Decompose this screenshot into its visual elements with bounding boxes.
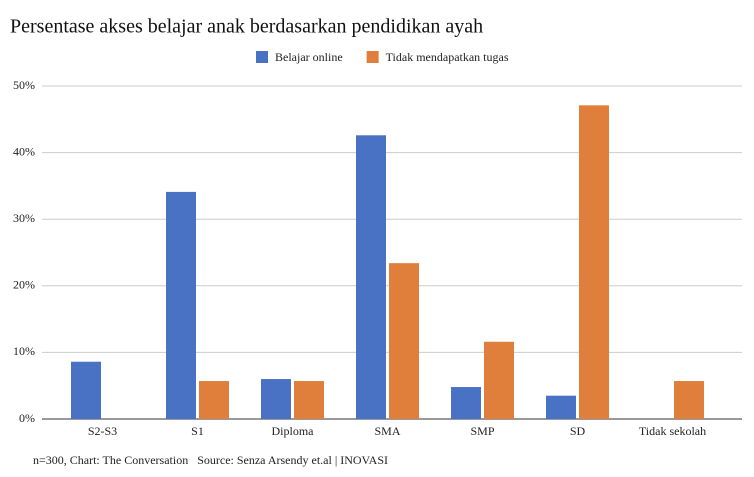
bar — [356, 135, 386, 419]
x-tick-label: SD — [570, 424, 586, 438]
bar — [294, 381, 324, 419]
bar — [389, 263, 419, 419]
x-tick-label: SMP — [470, 424, 494, 438]
x-tick-label: S1 — [191, 424, 204, 438]
legend-swatch — [366, 51, 379, 63]
y-tick-label: 0% — [19, 411, 35, 425]
y-tick-label: 50% — [13, 78, 35, 92]
bar — [451, 387, 481, 419]
legend-label: Tidak mendapatkan tugas — [386, 50, 509, 64]
bar — [71, 361, 101, 419]
legend-label: Belajar online — [275, 50, 343, 64]
bar — [166, 191, 196, 419]
y-tick-label: 10% — [13, 344, 35, 358]
bar — [546, 395, 576, 419]
bar — [261, 379, 291, 419]
legend-swatch — [256, 51, 268, 63]
x-tick-label: Tidak sekolah — [639, 424, 706, 438]
y-tick-label: 20% — [13, 278, 35, 292]
bar — [579, 105, 609, 420]
bar — [199, 381, 229, 419]
x-tick-label: S2-S3 — [88, 424, 117, 438]
y-tick-label: 30% — [13, 211, 35, 225]
bar — [484, 341, 514, 419]
x-tick-label: SMA — [374, 424, 400, 438]
y-tick-label: 40% — [13, 144, 35, 158]
chart-title: Persentase akses belajar anak berdasarka… — [10, 16, 483, 38]
x-tick-label: Diploma — [272, 424, 315, 438]
bar — [674, 381, 704, 419]
chart-note: n=300, Chart: The Conversation Source: S… — [33, 453, 388, 467]
